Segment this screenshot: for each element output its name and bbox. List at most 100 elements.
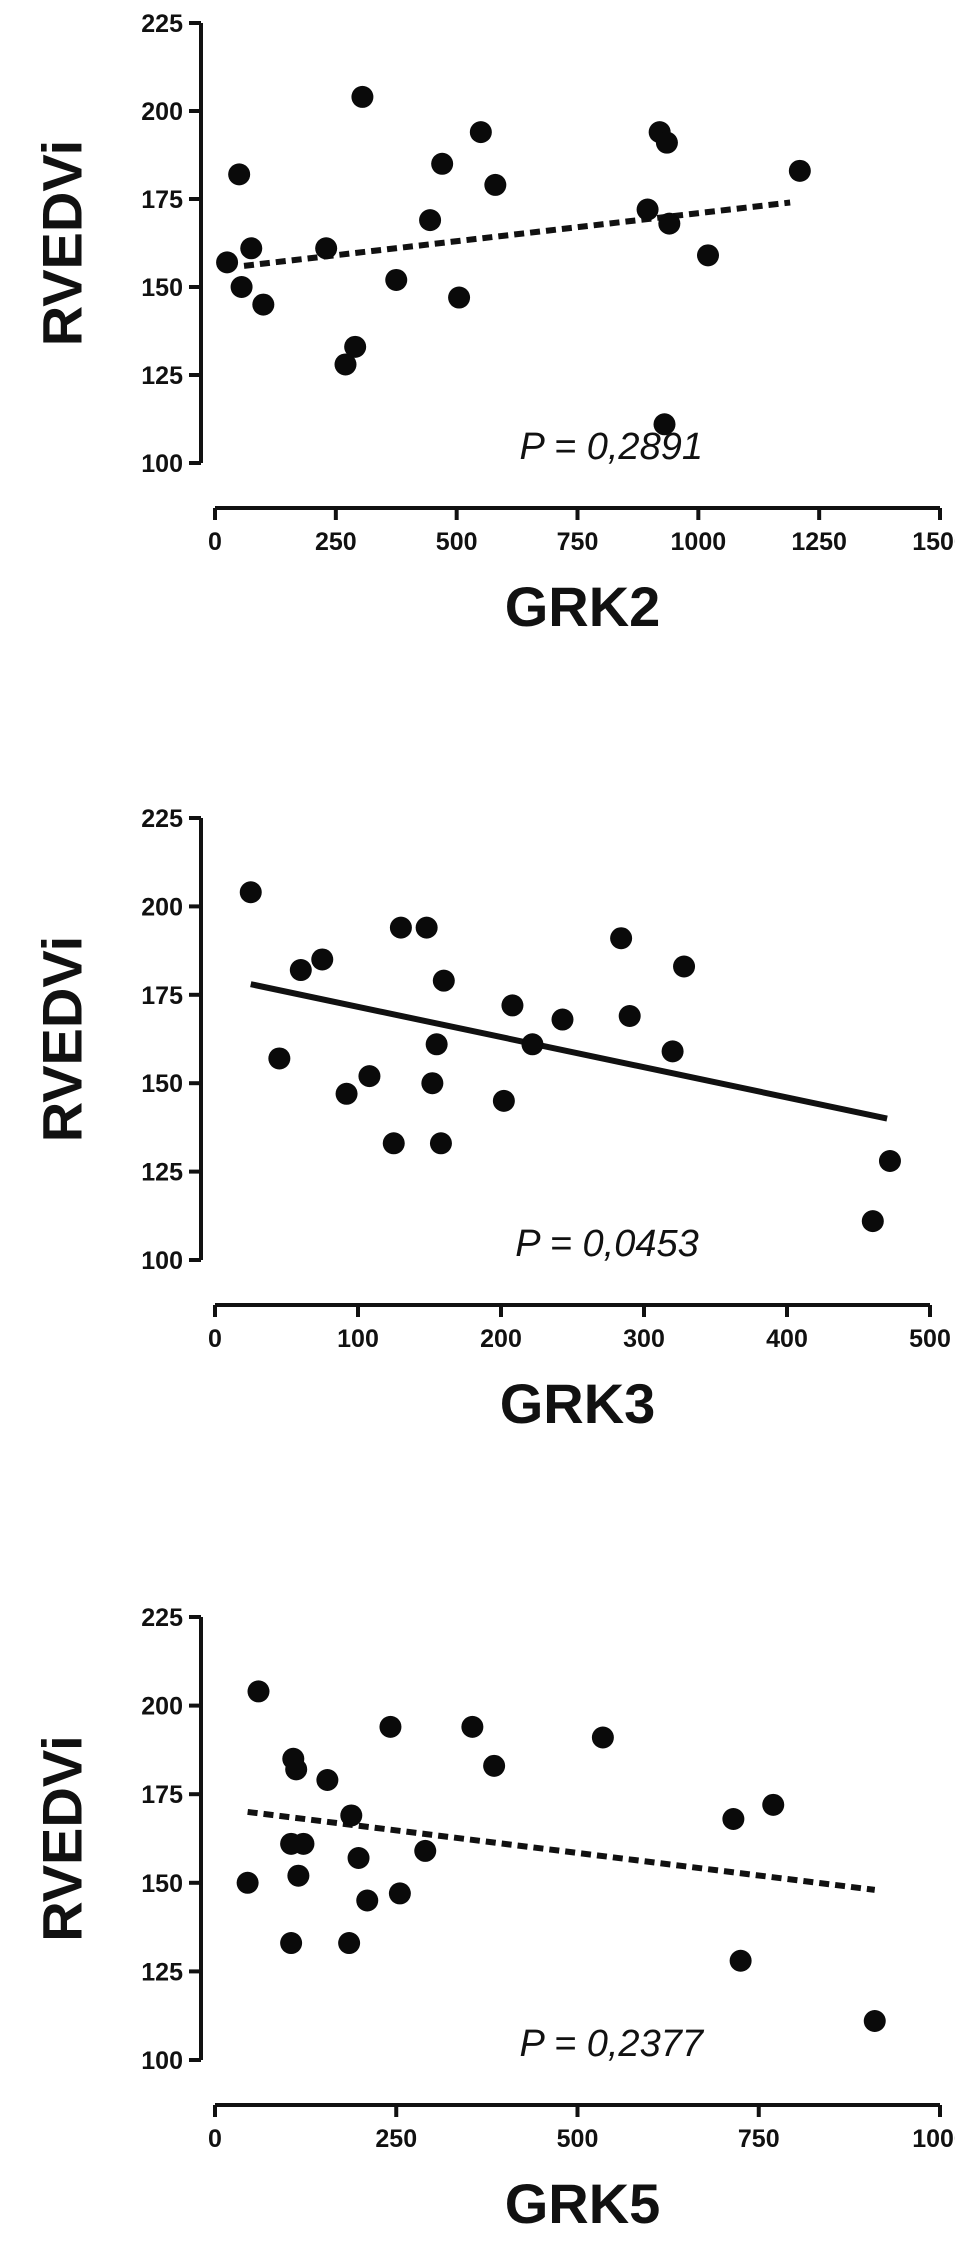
y-tick-label: 200 xyxy=(141,98,183,126)
y-axis-title: RVEDVi xyxy=(31,936,94,1142)
data-point xyxy=(338,1932,361,1955)
data-point xyxy=(432,969,455,992)
y-tick-label: 125 xyxy=(141,362,183,390)
x-axis-title: GRK3 xyxy=(500,1372,656,1435)
y-tick-label: 175 xyxy=(141,186,183,214)
x-tick-label: 1500 xyxy=(912,528,955,556)
data-point xyxy=(591,1726,614,1749)
data-point xyxy=(240,237,263,260)
data-point xyxy=(335,1082,358,1105)
data-point xyxy=(268,1047,291,1070)
data-point xyxy=(334,353,357,376)
data-point xyxy=(484,173,507,196)
x-axis-title: GRK2 xyxy=(505,575,661,638)
chart-panel-2: 100 125 150 175 200 225 0 100 200 300 400 500 GRK3 RV… xyxy=(31,805,951,1435)
data-point xyxy=(385,268,408,291)
data-point xyxy=(419,209,442,232)
data-point xyxy=(228,163,251,186)
x-tick-label: 750 xyxy=(738,2125,780,2153)
data-point xyxy=(788,159,811,182)
p-value-annotation: P = 0,0453 xyxy=(515,1223,698,1265)
y-tick-label: 150 xyxy=(141,1070,183,1098)
data-point xyxy=(551,1008,574,1031)
data-point xyxy=(425,1033,448,1056)
trend-line xyxy=(243,199,791,269)
data-point xyxy=(382,1132,405,1155)
data-point xyxy=(287,1864,310,1887)
data-point xyxy=(347,1846,370,1869)
data-point xyxy=(216,251,239,274)
data-point xyxy=(429,1132,452,1155)
data-point xyxy=(483,1754,506,1777)
data-point xyxy=(521,1033,544,1056)
data-point xyxy=(618,1005,641,1028)
data-point xyxy=(729,1949,752,1972)
data-point xyxy=(311,948,334,971)
data-point xyxy=(239,881,262,904)
trend-line xyxy=(247,1808,876,1893)
data-point xyxy=(379,1715,402,1738)
y-tick-label: 225 xyxy=(141,10,183,38)
data-point xyxy=(636,198,659,221)
data-point xyxy=(697,244,719,267)
data-point xyxy=(252,293,275,316)
data-point xyxy=(344,335,367,358)
chart-panel-3: 100 125 150 175 200 225 0 250 500 750 1000 GRK5 RVED… xyxy=(31,1604,955,2235)
data-point xyxy=(762,1793,785,1816)
data-point xyxy=(421,1072,444,1095)
y-axis-title: RVEDVi xyxy=(31,140,94,346)
data-point xyxy=(415,916,438,939)
data-point xyxy=(247,1680,270,1703)
y-tick-label: 150 xyxy=(141,274,183,302)
chart-panel-1: 100 125 150 175 200 225 0 250 500 750 1000 1250 1500… xyxy=(31,10,955,638)
data-point xyxy=(389,916,412,939)
data-point xyxy=(230,276,253,298)
data-point xyxy=(315,237,338,260)
y-tick-label: 200 xyxy=(141,893,183,921)
data-point xyxy=(431,152,454,175)
x-axis-title: GRK5 xyxy=(505,2172,661,2235)
data-point xyxy=(861,1210,884,1233)
data-point xyxy=(461,1715,484,1738)
x-tick-label: 300 xyxy=(623,1325,665,1353)
p-value-annotation: P = 0,2377 xyxy=(520,2023,705,2065)
x-tick-label: 500 xyxy=(909,1325,951,1353)
data-point xyxy=(492,1089,515,1112)
p-value-annotation: P = 0,2891 xyxy=(520,426,703,468)
data-point xyxy=(863,2010,886,2033)
data-point xyxy=(292,1832,315,1855)
x-tick-label: 500 xyxy=(557,2125,599,2153)
data-point xyxy=(358,1065,381,1088)
x-tick-label: 0 xyxy=(208,1325,222,1353)
x-tick-label: 1000 xyxy=(671,528,727,556)
trend-line xyxy=(250,981,888,1122)
data-point xyxy=(673,955,696,978)
data-point xyxy=(285,1758,308,1781)
y-tick-label: 150 xyxy=(141,1870,183,1898)
x-tick-label: 1250 xyxy=(791,528,847,556)
data-point xyxy=(878,1149,901,1172)
data-point xyxy=(289,959,312,982)
x-tick-label: 400 xyxy=(766,1325,808,1353)
data-point xyxy=(316,1769,339,1792)
data-point xyxy=(414,1839,437,1862)
data-point xyxy=(610,927,633,950)
y-tick-label: 125 xyxy=(141,1958,183,1986)
data-point xyxy=(655,131,678,154)
y-tick-label: 100 xyxy=(141,1247,183,1275)
y-axis-title: RVEDVi xyxy=(31,1735,94,1941)
y-tick-label: 100 xyxy=(141,2047,183,2075)
y-tick-label: 200 xyxy=(141,1693,183,1721)
data-point xyxy=(340,1804,363,1827)
x-tick-label: 500 xyxy=(436,528,478,556)
data-point xyxy=(448,286,471,309)
x-tick-label: 200 xyxy=(480,1325,522,1353)
x-tick-label: 1000 xyxy=(912,2125,955,2153)
data-point xyxy=(280,1932,303,1955)
data-point xyxy=(501,994,524,1017)
x-tick-label: 250 xyxy=(315,528,357,556)
data-point xyxy=(653,413,676,436)
y-tick-label: 175 xyxy=(141,982,183,1010)
x-tick-label: 750 xyxy=(557,528,599,556)
